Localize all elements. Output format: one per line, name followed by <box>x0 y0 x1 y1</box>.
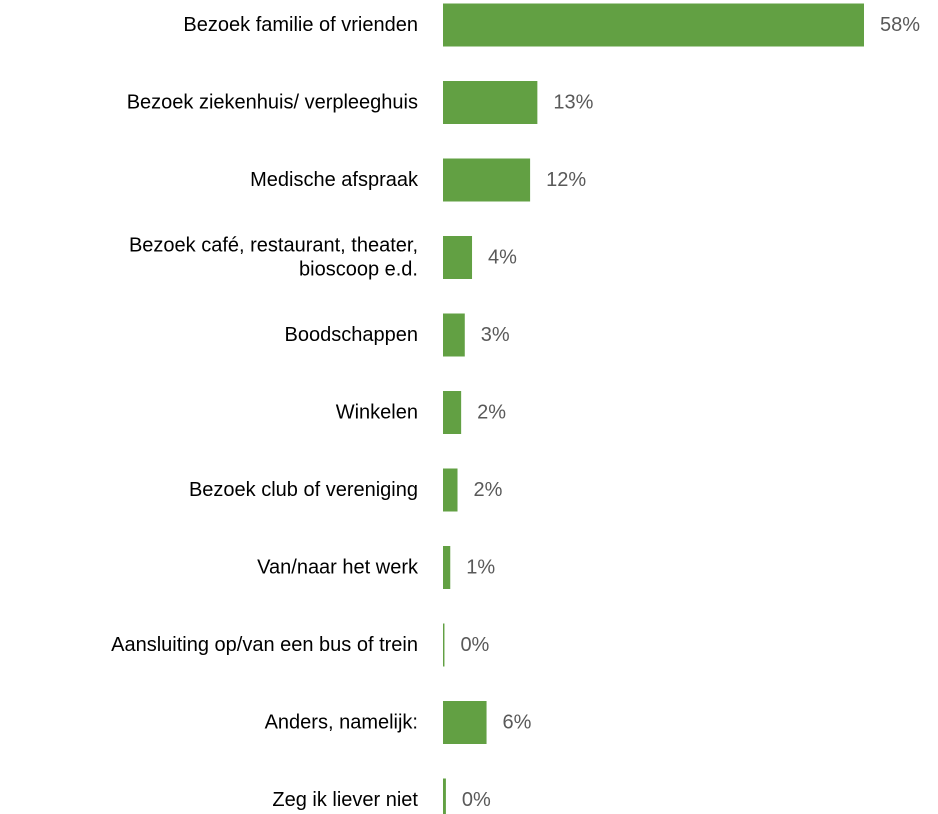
category-label: Winkelen <box>336 402 418 424</box>
value-label: 6% <box>503 712 532 734</box>
value-label: 2% <box>474 479 503 501</box>
category-label: Bezoek ziekenhuis/ verpleeghuis <box>127 92 418 114</box>
bar <box>443 3 864 47</box>
bar <box>443 778 446 814</box>
category-label: Zeg ik liever niet <box>272 789 418 811</box>
bar <box>443 546 451 589</box>
bar <box>443 81 538 124</box>
bar <box>443 468 458 512</box>
bar <box>443 391 462 434</box>
value-label: 12% <box>546 169 586 191</box>
bar <box>443 313 465 357</box>
bar <box>443 701 487 744</box>
category-label: Bezoek café, restaurant, theater, <box>129 235 418 257</box>
value-label: 1% <box>466 557 495 579</box>
value-label: 3% <box>481 324 510 346</box>
category-label: Anders, namelijk: <box>265 712 418 734</box>
category-label: Medische afspraak <box>250 169 419 191</box>
value-label: 2% <box>477 402 506 424</box>
value-label: 0% <box>460 634 489 656</box>
category-label: Aansluiting op/van een bus of trein <box>111 634 418 656</box>
bar <box>443 236 473 279</box>
category-label: Bezoek familie of vrienden <box>183 14 418 36</box>
value-label: 13% <box>553 92 593 114</box>
value-label: 4% <box>488 247 517 269</box>
category-label: Van/naar het werk <box>257 557 419 579</box>
category-label: bioscoop e.d. <box>299 259 418 281</box>
bar <box>443 158 531 202</box>
bar <box>443 623 445 667</box>
value-label: 0% <box>462 789 491 811</box>
category-label: Boodschappen <box>285 324 418 346</box>
value-label: 58% <box>880 14 920 36</box>
category-label: Bezoek club of vereniging <box>189 479 418 501</box>
